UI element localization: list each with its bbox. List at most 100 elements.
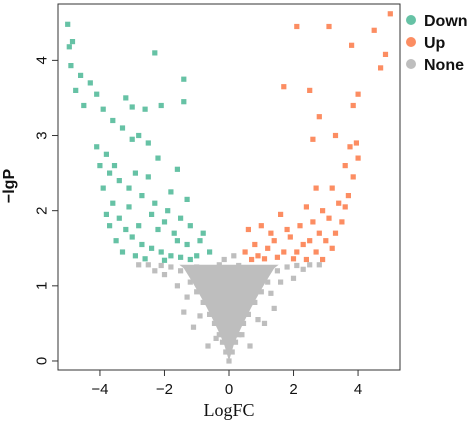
point-down-41: [139, 241, 145, 248]
point-up-10: [350, 102, 356, 109]
point-down-69: [171, 230, 177, 236]
point-none-40: [268, 290, 274, 296]
point-up-30: [245, 226, 251, 233]
point-down-18: [119, 125, 126, 131]
point-down-4: [78, 72, 84, 78]
point-up-17: [342, 163, 348, 169]
point-up-5: [382, 51, 389, 57]
point-none-43: [161, 272, 168, 278]
point-down-55: [207, 249, 213, 255]
legend-marker-down: [406, 15, 416, 25]
legend: Down Up None: [406, 13, 468, 74]
point-none-10: [245, 311, 251, 317]
point-down-3: [68, 63, 74, 69]
point-up-54: [249, 256, 255, 263]
point-down-12: [100, 106, 106, 112]
point-up-42: [274, 254, 280, 260]
point-down-1: [69, 39, 76, 45]
point-none-19: [168, 264, 174, 270]
point-none-46: [236, 262, 242, 269]
point-down-58: [132, 170, 138, 176]
point-none-15: [187, 279, 193, 285]
y-axis-label: −lgP: [1, 169, 18, 204]
point-none-17: [178, 268, 184, 274]
point-none-0: [226, 358, 232, 364]
point-down-0: [65, 21, 71, 27]
point-down-11: [123, 95, 129, 101]
point-down-36: [100, 185, 106, 191]
point-none-14: [258, 289, 264, 295]
point-down-46: [187, 256, 193, 263]
point-down-48: [113, 238, 119, 244]
legend-label-none: None: [424, 57, 464, 74]
point-down-29: [126, 185, 132, 191]
point-up-50: [300, 241, 306, 248]
point-down-13: [110, 117, 116, 124]
point-up-21: [336, 200, 342, 206]
point-down-44: [168, 253, 174, 259]
point-none-51: [205, 343, 211, 349]
point-down-54: [200, 230, 206, 236]
point-none-54: [271, 305, 277, 311]
point-none-22: [294, 262, 300, 269]
y-tick-label: 0: [34, 357, 51, 365]
point-up-16: [355, 155, 361, 161]
point-down-27: [107, 170, 113, 176]
point-none-47: [221, 256, 227, 263]
point-down-19: [136, 132, 142, 139]
point-down-60: [168, 189, 174, 195]
point-none-49: [190, 324, 197, 330]
point-up-40: [313, 249, 319, 255]
point-down-6: [73, 87, 79, 93]
point-up-52: [329, 245, 335, 251]
point-down-31: [152, 200, 158, 206]
point-up-24: [342, 204, 348, 210]
series-down-points: [65, 21, 213, 263]
point-up-22: [303, 204, 309, 210]
point-none-38: [255, 317, 261, 323]
point-up-8: [307, 87, 313, 93]
y-axis: 0 1 2 3 4: [34, 56, 58, 365]
x-tick-label: 4: [354, 381, 362, 398]
series-up-points: [242, 11, 393, 263]
point-up-46: [242, 249, 248, 255]
legend-label-down: Down: [424, 13, 468, 30]
point-none-50: [261, 320, 268, 326]
point-down-43: [158, 249, 164, 255]
point-up-47: [339, 219, 345, 225]
legend-marker-up: [406, 37, 416, 47]
point-up-1: [371, 27, 377, 33]
point-up-35: [332, 230, 339, 236]
point-none-34: [258, 266, 264, 272]
point-down-37: [110, 200, 116, 206]
point-up-51: [316, 230, 322, 236]
point-none-30: [242, 283, 248, 289]
point-down-33: [178, 215, 184, 221]
point-up-38: [281, 249, 287, 255]
point-up-29: [258, 223, 264, 229]
point-up-11: [316, 114, 322, 120]
point-down-47: [107, 223, 113, 229]
point-up-18: [350, 174, 356, 180]
point-none-20: [284, 264, 290, 270]
point-down-16: [181, 76, 187, 82]
point-none-9: [207, 311, 213, 317]
point-none-29: [210, 290, 216, 296]
point-up-9: [355, 91, 361, 97]
point-down-38: [116, 215, 122, 221]
point-none-21: [158, 262, 164, 269]
point-up-23: [320, 208, 326, 214]
point-none-8: [240, 320, 247, 326]
point-none-36: [239, 332, 245, 338]
point-up-36: [252, 241, 258, 248]
point-none-26: [316, 262, 322, 268]
point-down-61: [184, 196, 190, 202]
point-down-21: [145, 140, 151, 146]
point-none-13: [194, 289, 200, 295]
point-none-6: [236, 332, 242, 338]
point-down-57: [111, 163, 118, 169]
point-down-14: [158, 102, 164, 109]
point-up-15: [353, 140, 359, 146]
point-down-2: [66, 44, 72, 50]
point-none-42: [278, 279, 284, 285]
